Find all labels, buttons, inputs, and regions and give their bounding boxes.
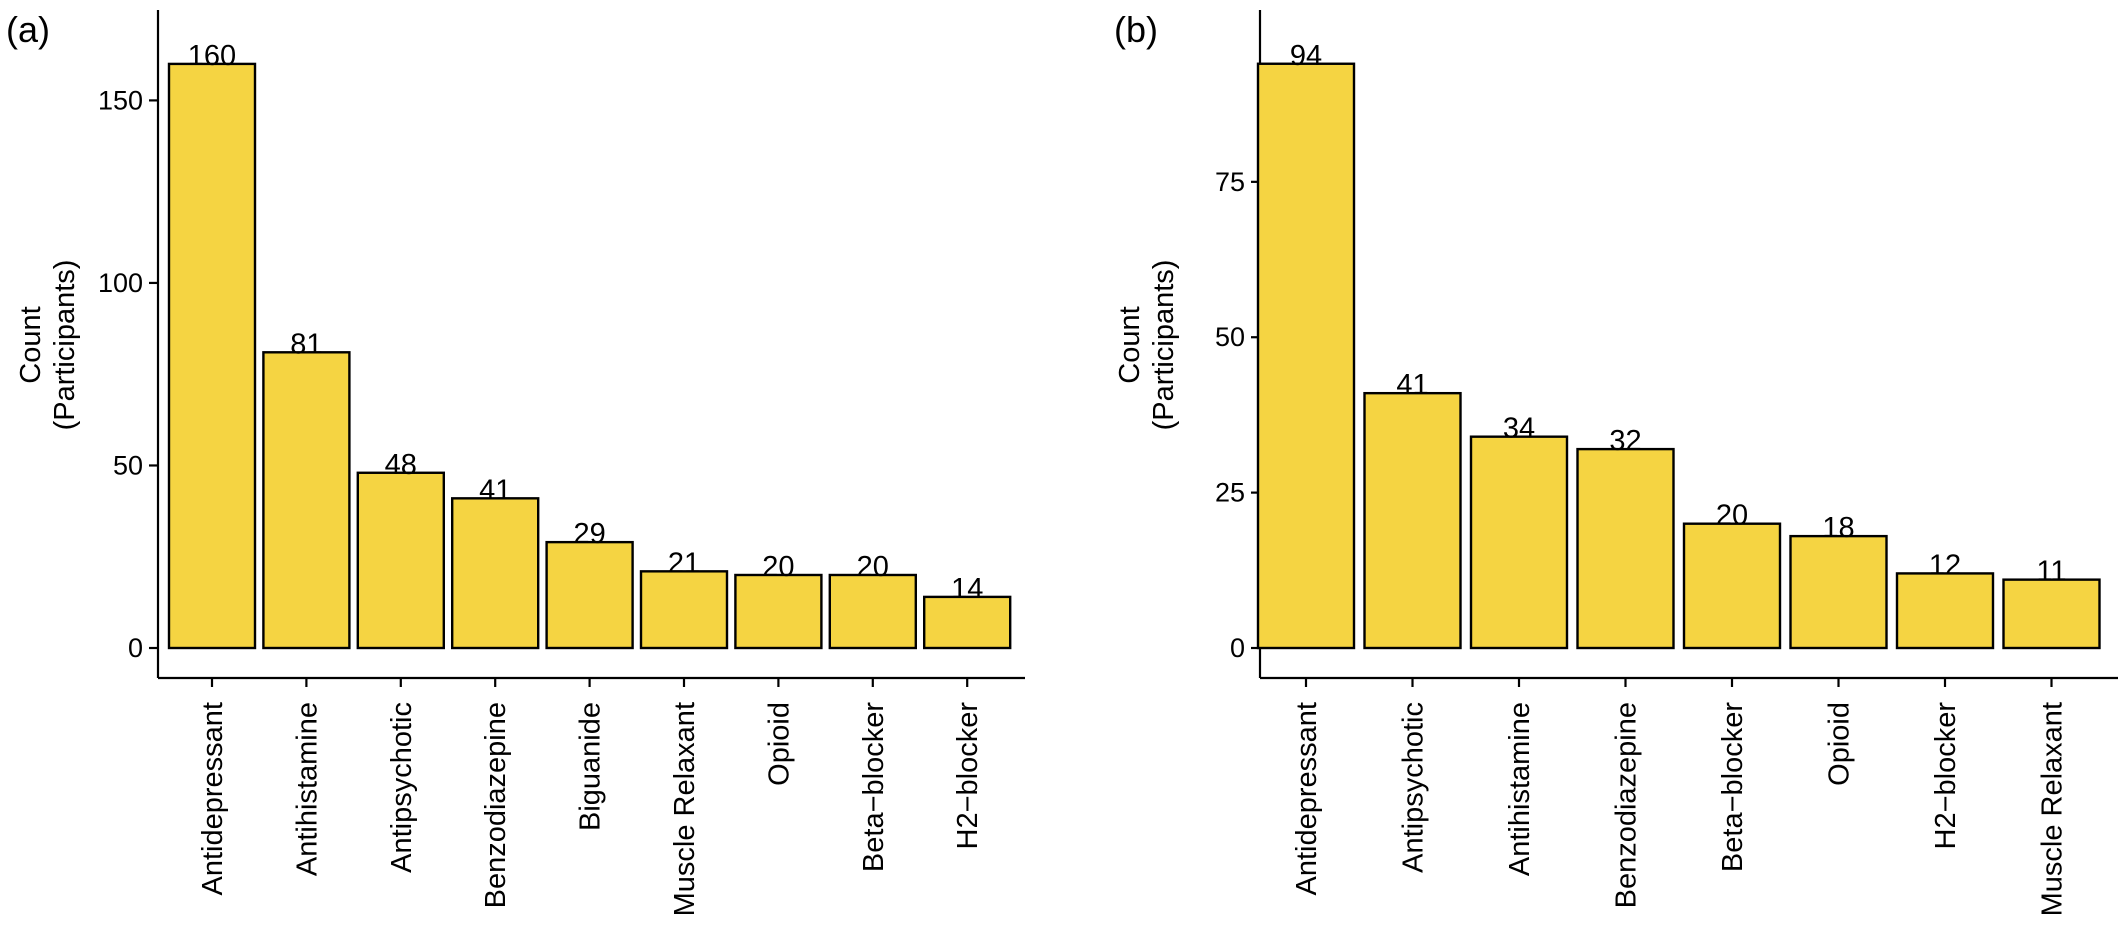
panel-b-bar <box>1682 522 1782 650</box>
panel-a-bar <box>262 351 351 650</box>
panel-a-bar-value-label: 21 <box>668 547 700 579</box>
panel-a-y-axis-title-line: (Participants) <box>49 260 81 431</box>
panel-a-bar-value-label: 29 <box>573 518 605 550</box>
panel-b-bar-value-label: 12 <box>1929 549 1961 581</box>
panel-b-x-tick-label: Muscle Relaxant <box>2037 702 2069 916</box>
panel-a-bar-value-label: 20 <box>857 551 889 583</box>
panel-b-bar <box>1789 534 1888 650</box>
panel-a-x-tick-label: Muscle Relaxant <box>669 702 701 916</box>
panel-b-bar <box>1895 572 1995 650</box>
panel-b-tag: (b) <box>1114 9 1158 50</box>
panel-b-bar-value-label: 94 <box>1290 40 1322 72</box>
panel-b-x-tick-label: Opioid <box>1824 702 1856 786</box>
panel-b-x-tick-label: H2−blocker <box>1930 702 1962 850</box>
panel-b-y-tick-label: 50 <box>1215 322 1245 352</box>
panel-a-bar <box>923 595 1012 650</box>
panel-a-bar <box>734 573 823 650</box>
panel-b-x-tick-label: Benzodiazepine <box>1611 702 1643 908</box>
panel-b-y-axis-title: Count(Participants) <box>1114 260 1180 431</box>
panel-b-y-tick-label: 0 <box>1230 633 1245 663</box>
panel-a-y-axis-title: Count(Participants) <box>15 260 81 431</box>
panel-a-x-tick-label: Benzodiazepine <box>480 702 512 908</box>
panel-a-x-tick-label: Antipsychotic <box>386 702 418 873</box>
panel-a-y-tick-label: 0 <box>128 633 143 663</box>
panel-a-bar-value-label: 48 <box>385 449 417 481</box>
panel-a-bar <box>167 62 257 650</box>
panel-b-bar-value-label: 41 <box>1396 369 1428 401</box>
panel-b-bar-value-label: 18 <box>1822 512 1854 544</box>
panel-a-bar-value-label: 81 <box>290 328 322 360</box>
panel-b-bar <box>2002 578 2101 650</box>
panel-b-y-axis-title-line: Count <box>1114 306 1146 383</box>
panel-b-bar <box>1576 447 1675 650</box>
panel-a-bar-value-label: 14 <box>951 573 983 605</box>
panel-b-y-tick-label: 25 <box>1215 478 1245 508</box>
panel-a-y-tick-label: 150 <box>98 85 143 115</box>
panel-b-bar-value-label: 32 <box>1609 425 1641 457</box>
panel-b-y-axis-title-line: (Participants) <box>1148 260 1180 431</box>
panel-a-x-tick-label: H2−blocker <box>952 702 984 850</box>
panel-a-bar <box>545 540 634 650</box>
panel-b-x-tick-label: Antidepressant <box>1291 702 1323 895</box>
panel-a-bar-value-label: 20 <box>762 551 794 583</box>
panel-b-x-tick-label: Beta−blocker <box>1717 702 1749 872</box>
panel-a-x-tick-label: Beta−blocker <box>858 702 890 872</box>
panel-b-y-tick-label: 75 <box>1215 167 1245 197</box>
panel-a-y-tick-label: 50 <box>113 450 143 480</box>
panel-a-bar-value-label: 160 <box>188 40 236 72</box>
panel-a-bar <box>639 570 729 650</box>
panel-a-y-axis-title-line: Count <box>15 306 47 383</box>
panel-b-bar <box>1363 391 1462 650</box>
panel-a-bar <box>828 573 917 650</box>
panel-a-bar <box>451 497 540 650</box>
panel-b-bar <box>1469 435 1569 650</box>
panel-b-bar-value-label: 34 <box>1503 413 1535 445</box>
panel-b-bar <box>1256 62 1356 650</box>
panel-b-x-tick-label: Antipsychotic <box>1398 702 1430 873</box>
panel-a-x-tick-label: Biguanide <box>575 702 607 831</box>
panel-b-bar-value-label: 11 <box>2036 556 2066 588</box>
panel-a-x-tick-label: Antidepressant <box>197 702 229 895</box>
panel-a-tag: (a) <box>6 9 50 50</box>
panel-a-bar-value-label: 41 <box>479 474 511 506</box>
panel-a-x-tick-label: Opioid <box>763 702 795 786</box>
panel-a-x-tick-label: Antihistamine <box>291 702 323 876</box>
panel-b-x-tick-label: Antihistamine <box>1504 702 1536 876</box>
panel-a-bar <box>356 471 445 650</box>
panel-a-y-tick-label: 100 <box>98 268 143 298</box>
panel-b-bar-value-label: 20 <box>1716 500 1748 532</box>
